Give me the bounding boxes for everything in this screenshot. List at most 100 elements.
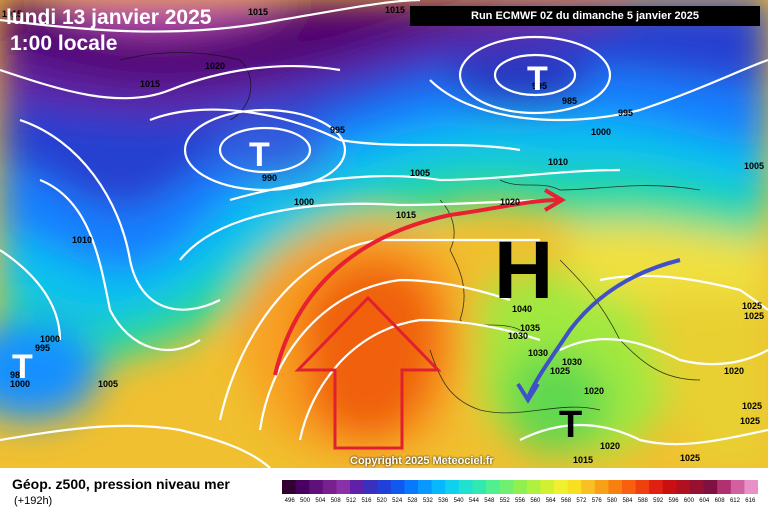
isobar-label: 1015 <box>385 5 405 15</box>
colorbar-swatch <box>322 480 337 494</box>
isobar-label: 1025 <box>742 401 762 411</box>
colorbar-swatch <box>649 480 664 494</box>
colorbar-label: 572 <box>576 498 587 504</box>
low-pressure-symbol: T <box>249 136 270 174</box>
isobars <box>0 0 768 468</box>
colorbar-label: 496 <box>285 498 296 504</box>
isobar-label: 1040 <box>512 304 532 314</box>
pressure-centers: H T T T T <box>12 60 582 446</box>
low-pressure-symbol: T <box>559 404 582 446</box>
isobar-label: 1000 <box>591 127 611 137</box>
isobar-label: 1005 <box>410 168 430 178</box>
colorbar-label: 508 <box>331 498 342 504</box>
low-pressure-symbol: T <box>527 60 548 98</box>
colorbar-swatch <box>499 480 514 494</box>
colorbar-swatch <box>554 480 569 494</box>
isobar-label: 1005 <box>744 161 764 171</box>
isobar-label: 985 <box>562 96 577 106</box>
legend-footer: Géop. z500, pression niveau mer (+192h) … <box>0 468 768 512</box>
colorbar-swatch <box>431 480 446 494</box>
colorbar-label: 568 <box>561 498 572 504</box>
copyright: Copyright 2025 Meteociel.fr <box>350 455 494 467</box>
colorbar-swatch <box>744 480 758 494</box>
colorbar-label: 604 <box>699 498 710 504</box>
colorbar-swatch <box>377 480 392 494</box>
isobar-label: 1000 <box>294 197 314 207</box>
isobar-label: 995 <box>532 81 547 91</box>
colorbar-swatch <box>690 480 705 494</box>
map-canvas: 1015 1015 1015 1020 1015 995 990 1005 1000 1010 99… <box>0 0 768 468</box>
arrows <box>273 188 681 450</box>
low-pressure-symbol: T <box>12 348 33 386</box>
colorbar-label: 536 <box>438 498 449 504</box>
isobar-label: 1020 <box>724 366 744 376</box>
colorbar-swatch <box>404 480 419 494</box>
run-banner: Run ECMWF 0Z du dimanche 5 janvier 2025 <box>410 6 760 26</box>
colorbar-label: 556 <box>515 498 526 504</box>
colorbar-swatch <box>581 480 596 494</box>
colorbar-swatch <box>295 480 310 494</box>
weather-map: 1015 1015 1015 1020 1015 995 990 1005 1000 1010 99… <box>0 0 768 468</box>
forecast-time: 1:00 locale <box>10 32 118 55</box>
isobar-label: 1030 <box>562 357 582 367</box>
isobar-label: 990 <box>262 173 277 183</box>
isobar-label: 1025 <box>550 366 570 376</box>
isobar-label: 1000 <box>40 334 60 344</box>
colorbar-label: 576 <box>592 498 603 504</box>
colorbar-label: 540 <box>454 498 465 504</box>
colorbar-label: 516 <box>361 498 372 504</box>
colorbar-label: 512 <box>346 498 357 504</box>
isobar-label: 1035 <box>520 323 540 333</box>
colorbar-swatch <box>676 480 691 494</box>
isobar-label: 1015 <box>248 7 268 17</box>
colorbar-label: 520 <box>377 498 388 504</box>
warm-flow-arrowhead <box>543 188 566 212</box>
colorbar-swatch <box>717 480 732 494</box>
geopotential-field <box>0 0 768 468</box>
colorbar-label: 504 <box>315 498 326 504</box>
colorbar-swatch <box>608 480 623 494</box>
isobar-label: 1015 <box>573 455 593 465</box>
isobar-label: 1025 <box>740 416 760 426</box>
colorbar-label: 528 <box>408 498 419 504</box>
isobar-label: 1020 <box>584 386 604 396</box>
isobar-label: 1030 <box>528 348 548 358</box>
isobar-label: 1025 <box>680 453 700 463</box>
colorbar-swatch <box>703 480 718 494</box>
colorbar-swatch <box>486 480 501 494</box>
colorbar-label: 588 <box>638 498 649 504</box>
colorbar-label: 532 <box>423 498 434 504</box>
colorbar-swatch <box>445 480 460 494</box>
colorbar-swatch <box>363 480 378 494</box>
colorbar-swatch <box>472 480 487 494</box>
isobar-label: 1015 <box>396 210 416 220</box>
isobar-label: 1020 <box>500 197 520 207</box>
isobar-label: 1010 <box>72 235 92 245</box>
colorbar-swatch <box>662 480 677 494</box>
colorbar-label: 596 <box>669 498 680 504</box>
isobar-label: 1015 <box>2 9 22 19</box>
forecast-date: lundi 13 janvier 2025 <box>6 6 212 29</box>
isobar-label: 1000 <box>10 379 30 389</box>
colorbar-swatch <box>730 480 745 494</box>
colorbar-label: 584 <box>622 498 633 504</box>
colorbar-swatch <box>350 480 365 494</box>
colorbar-swatch <box>635 480 650 494</box>
isobar-labels: 1015 1015 1015 1020 1015 995 990 1005 1000 1010 99… <box>2 5 764 465</box>
colorbar-swatch <box>540 480 555 494</box>
colorbar-label: 524 <box>392 498 403 504</box>
forecast-hour: (+192h) <box>14 495 53 507</box>
cold-flow-arrowhead <box>516 382 540 404</box>
colorbar-label: 564 <box>546 498 557 504</box>
colorbar-swatch <box>390 480 405 494</box>
cold-flow-arrow <box>526 258 681 399</box>
ridge-arrow <box>294 295 442 450</box>
colorbar-swatch <box>336 480 351 494</box>
isobar-label: 1025 <box>744 311 764 321</box>
isobar-label: 1025 <box>742 301 762 311</box>
isobar-label: 1015 <box>140 79 160 89</box>
colorbar-label: 592 <box>653 498 664 504</box>
isobar-label: 1010 <box>548 157 568 167</box>
field-title: Géop. z500, pression niveau mer <box>12 476 230 492</box>
isobar-label: 995 <box>330 125 345 135</box>
